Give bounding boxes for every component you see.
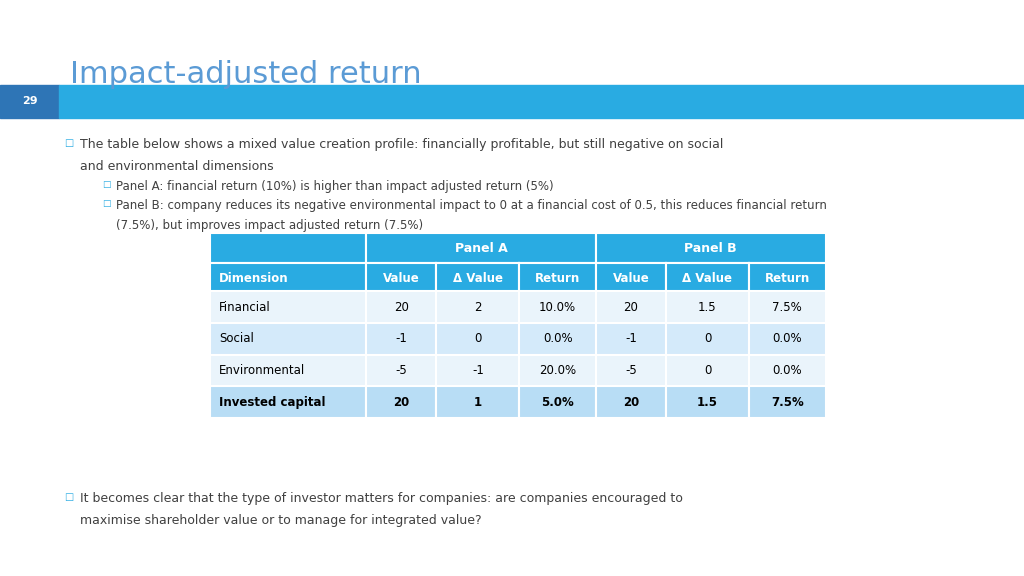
Text: 0.0%: 0.0%	[772, 332, 802, 346]
Text: 20: 20	[624, 301, 638, 314]
Text: 20: 20	[393, 396, 410, 409]
Text: maximise shareholder value or to manage for integrated value?: maximise shareholder value or to manage …	[80, 514, 481, 528]
Text: 20.0%: 20.0%	[539, 364, 577, 377]
Text: -5: -5	[395, 364, 408, 377]
Text: Panel A: Panel A	[455, 242, 508, 255]
Text: and environmental dimensions: and environmental dimensions	[80, 160, 273, 173]
Text: 7.5%: 7.5%	[772, 301, 802, 314]
Text: Δ Value: Δ Value	[453, 272, 503, 285]
Text: -5: -5	[625, 364, 637, 377]
Text: 5.0%: 5.0%	[542, 396, 574, 409]
Text: It becomes clear that the type of investor matters for companies: are companies : It becomes clear that the type of invest…	[80, 492, 683, 506]
Text: The table below shows a mixed value creation profile: financially profitable, bu: The table below shows a mixed value crea…	[80, 138, 723, 151]
Text: 1.5: 1.5	[698, 301, 717, 314]
Text: □: □	[102, 180, 111, 189]
Text: Impact-adjusted return: Impact-adjusted return	[70, 60, 421, 89]
Text: Invested capital: Invested capital	[219, 396, 326, 409]
Text: 0: 0	[474, 332, 481, 346]
Text: 29: 29	[22, 96, 38, 107]
Text: Environmental: Environmental	[219, 364, 305, 377]
Text: □: □	[65, 138, 74, 148]
Text: Financial: Financial	[219, 301, 271, 314]
Text: 0: 0	[703, 364, 711, 377]
Text: 0.0%: 0.0%	[543, 332, 572, 346]
Text: 20: 20	[394, 301, 409, 314]
Text: 0: 0	[703, 332, 711, 346]
Text: □: □	[102, 199, 111, 208]
Text: -1: -1	[625, 332, 637, 346]
Text: -1: -1	[472, 364, 483, 377]
Text: Return: Return	[765, 272, 810, 285]
Text: Return: Return	[536, 272, 581, 285]
Text: Panel A: financial return (10%) is higher than impact adjusted return (5%): Panel A: financial return (10%) is highe…	[116, 180, 553, 193]
Text: Δ Value: Δ Value	[682, 272, 732, 285]
Text: (7.5%), but improves impact adjusted return (7.5%): (7.5%), but improves impact adjusted ret…	[116, 219, 423, 232]
Text: 20: 20	[623, 396, 639, 409]
Text: Panel B: company reduces its negative environmental impact to 0 at a financial c: Panel B: company reduces its negative en…	[116, 199, 826, 212]
Text: 1.5: 1.5	[697, 396, 718, 409]
Text: 0.0%: 0.0%	[772, 364, 802, 377]
Text: 2: 2	[474, 301, 481, 314]
Text: 1: 1	[474, 396, 482, 409]
Text: Value: Value	[383, 272, 420, 285]
Text: Dimension: Dimension	[219, 272, 289, 285]
Text: 10.0%: 10.0%	[539, 301, 577, 314]
Text: Social: Social	[219, 332, 254, 346]
Text: -1: -1	[395, 332, 408, 346]
Text: Panel B: Panel B	[684, 242, 737, 255]
Text: 7.5%: 7.5%	[771, 396, 804, 409]
Text: Value: Value	[612, 272, 649, 285]
Text: □: □	[65, 492, 74, 502]
